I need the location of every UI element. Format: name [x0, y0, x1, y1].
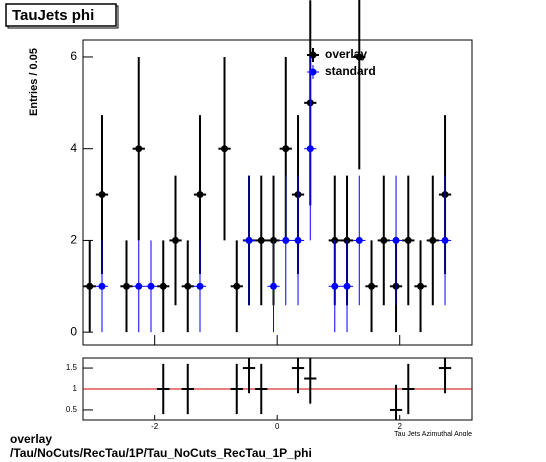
marker — [184, 282, 192, 290]
marker — [392, 236, 400, 244]
marker — [245, 236, 253, 244]
y-tick-label: 0 — [70, 324, 77, 338]
marker — [221, 145, 229, 153]
marker — [98, 191, 106, 199]
x-tick-label: -2 — [151, 422, 159, 431]
marker — [417, 282, 425, 290]
marker — [270, 282, 278, 290]
marker — [441, 236, 449, 244]
marker — [282, 236, 290, 244]
marker — [135, 282, 143, 290]
y-axis-label: Entries / 0.05 — [28, 48, 40, 116]
marker — [98, 282, 106, 290]
title-box — [5, 3, 117, 27]
legend-marker — [309, 68, 317, 76]
y-tick-label: 1.5 — [66, 363, 78, 372]
marker — [257, 236, 265, 244]
marker — [135, 145, 143, 153]
legend-marker — [309, 51, 317, 59]
marker — [343, 282, 351, 290]
x-tick-label: 2 — [397, 422, 402, 431]
marker — [355, 236, 363, 244]
marker — [172, 236, 180, 244]
y-tick-label: 4 — [70, 141, 77, 155]
marker — [233, 282, 241, 290]
marker — [147, 282, 155, 290]
marker — [196, 282, 204, 290]
marker — [159, 282, 167, 290]
footer-text: overlay — [10, 432, 52, 446]
marker — [294, 236, 302, 244]
series — [95, 56, 452, 333]
marker — [122, 282, 130, 290]
footer-text: /Tau/NoCuts/RecTau/1P/Tau_NoCuts_RecTau_… — [10, 446, 312, 460]
marker — [368, 282, 376, 290]
x-tick-label: 0 — [275, 422, 280, 431]
y-tick-label: 6 — [70, 49, 77, 63]
marker — [196, 191, 204, 199]
marker — [404, 236, 412, 244]
marker — [355, 53, 363, 61]
x-axis-label: Tau Jets Azimuthal Angle — [394, 431, 472, 438]
legend-label: overlay — [325, 47, 367, 61]
marker — [429, 236, 437, 244]
marker — [282, 145, 290, 153]
marker — [331, 282, 339, 290]
y-tick-label: 0.5 — [66, 405, 78, 414]
legend-label: standard — [325, 64, 376, 78]
chart-title: TauJets phi — [12, 7, 94, 24]
plot-frame — [82, 39, 473, 346]
marker — [306, 145, 314, 153]
marker — [86, 282, 94, 290]
y-tick-label: 1 — [73, 384, 78, 393]
marker — [380, 236, 388, 244]
clip-group: Tau Jets Azimuthal Angle — [394, 431, 472, 438]
y-tick-label: 2 — [70, 233, 77, 247]
